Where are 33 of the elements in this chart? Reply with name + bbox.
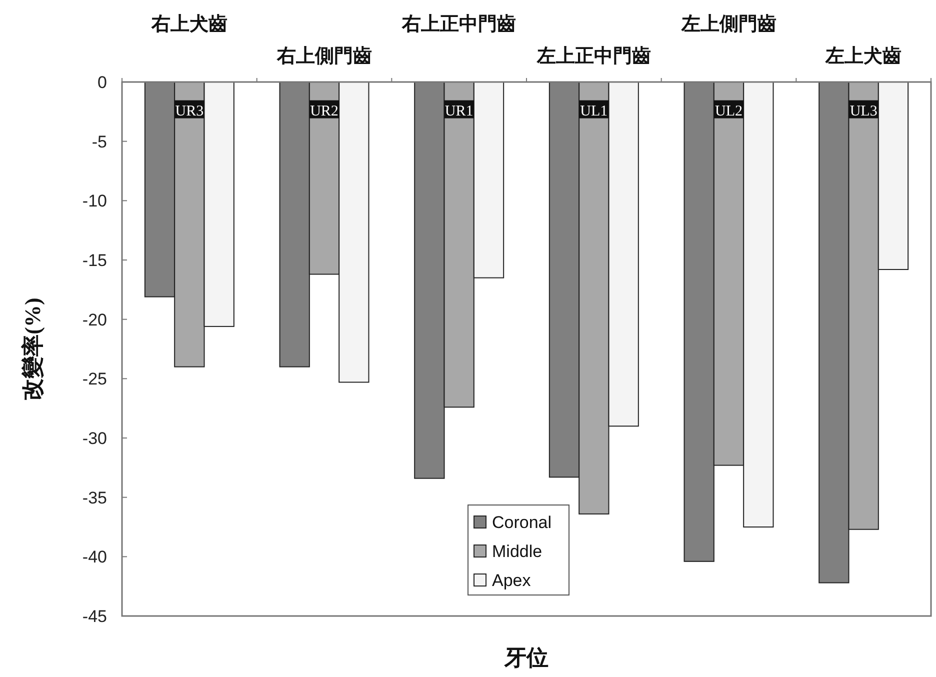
y-tick-label: -25 bbox=[82, 370, 107, 389]
x-tick-label: 右上側門齒 bbox=[276, 45, 372, 67]
x-tick-label: 右上正中門齒 bbox=[401, 13, 516, 35]
annotation: UR1 bbox=[444, 103, 474, 120]
x-tick-label: 左上側門齒 bbox=[680, 13, 776, 35]
y-tick-label: -30 bbox=[82, 429, 107, 448]
x-tick-label: 左上正中門齒 bbox=[536, 45, 651, 67]
legend-label: Apex bbox=[492, 571, 532, 590]
y-tick-label: -40 bbox=[82, 548, 107, 567]
annotation: UR2 bbox=[310, 103, 338, 120]
x-axis-title: 牙位 bbox=[504, 645, 548, 670]
annotation: UR3 bbox=[175, 103, 204, 120]
y-tick-label: -15 bbox=[82, 251, 107, 270]
annotation: UL1 bbox=[580, 103, 608, 120]
legend-label: Coronal bbox=[492, 513, 552, 532]
x-tick-label: 右上犬齒 bbox=[150, 13, 228, 35]
annotation: UL2 bbox=[715, 103, 742, 120]
annotation: UR2 bbox=[309, 100, 340, 120]
y-axis-title: 改變率(%) bbox=[20, 298, 45, 400]
y-tick-label: -5 bbox=[92, 132, 107, 152]
y-tick-label: 0 bbox=[98, 73, 107, 92]
annotation: UL2 bbox=[714, 100, 744, 120]
y-tick-label: -35 bbox=[82, 488, 107, 508]
y-tick-label: -20 bbox=[82, 310, 107, 330]
annotation: UL1 bbox=[579, 100, 609, 120]
x-tick-label: 左上犬齒 bbox=[824, 45, 902, 67]
annotation: UR1 bbox=[444, 100, 474, 120]
legend-label: Middle bbox=[492, 542, 542, 561]
annotation: UR3 bbox=[174, 100, 204, 120]
annotation: UL3 bbox=[850, 103, 878, 120]
y-tick-label: -45 bbox=[82, 607, 107, 626]
y-tick-label: -10 bbox=[82, 192, 107, 211]
annotation: UL3 bbox=[848, 100, 878, 120]
